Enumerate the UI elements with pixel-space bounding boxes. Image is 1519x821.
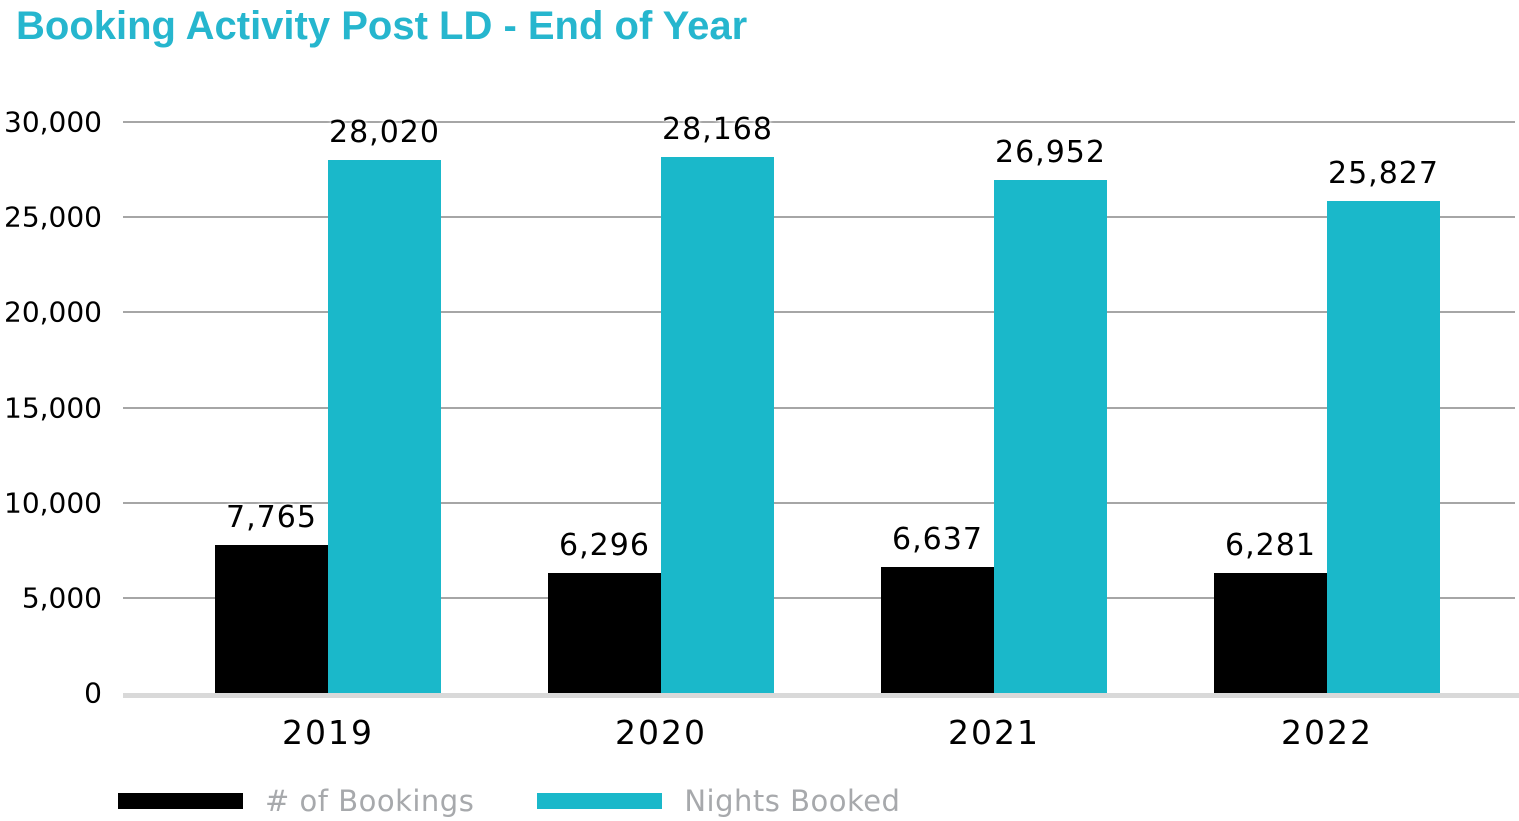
data-label-2019-bookings: 7,765	[226, 500, 317, 535]
gridline-25000	[123, 216, 1515, 219]
data-label-2019-nights-booked: 28,020	[329, 115, 440, 150]
gridline-0	[123, 693, 1519, 698]
x-axis-label-2021: 2021	[948, 713, 1040, 752]
bar-2021-bookings	[881, 567, 994, 693]
gridline-15000	[123, 406, 1515, 409]
bar-2022-bookings	[1214, 573, 1327, 693]
bar-2019-bookings	[215, 545, 328, 693]
y-axis-label-25000: 25,000	[4, 200, 102, 234]
gridline-10000	[123, 501, 1515, 504]
data-label-2022-nights-booked: 25,827	[1328, 156, 1439, 191]
gridline-30000	[123, 121, 1515, 123]
data-label-2020-nights-booked: 28,168	[662, 112, 773, 147]
y-axis-label-20000: 20,000	[4, 295, 102, 329]
x-axis-label-2019: 2019	[282, 713, 374, 752]
x-axis-label-2020: 2020	[615, 713, 707, 752]
bar-2021-nights-booked	[994, 180, 1107, 693]
y-axis-label-10000: 10,000	[4, 486, 102, 520]
gridline-20000	[123, 311, 1515, 314]
chart-title: Booking Activity Post LD - End of Year	[16, 4, 748, 48]
bar-2020-nights-booked	[661, 157, 774, 693]
x-axis-label-2022: 2022	[1281, 713, 1373, 752]
legend: # of Bookings Nights Booked	[118, 784, 900, 818]
y-axis-label-0: 0	[84, 676, 102, 710]
legend-label-nights: Nights Booked	[684, 784, 901, 818]
y-axis-label-15000: 15,000	[4, 391, 102, 424]
bookings-swatch	[118, 793, 243, 809]
data-label-2021-bookings: 6,637	[892, 522, 983, 557]
gridline-5000	[123, 596, 1515, 599]
y-axis-label-30000: 30,000	[4, 105, 102, 139]
legend-label-bookings: # of Bookings	[265, 784, 475, 818]
data-label-2022-bookings: 6,281	[1225, 528, 1316, 563]
data-label-2020-bookings: 6,296	[559, 528, 650, 563]
data-label-2021-nights-booked: 26,952	[995, 135, 1106, 170]
legend-item-bookings: # of Bookings	[118, 784, 474, 818]
bar-2019-nights-booked	[328, 160, 441, 693]
bar-2022-nights-booked	[1327, 201, 1440, 693]
legend-item-nights: Nights Booked	[537, 784, 900, 818]
bar-2020-bookings	[548, 573, 661, 693]
y-axis-label-5000: 5,000	[21, 581, 102, 615]
nights-swatch	[537, 793, 663, 809]
